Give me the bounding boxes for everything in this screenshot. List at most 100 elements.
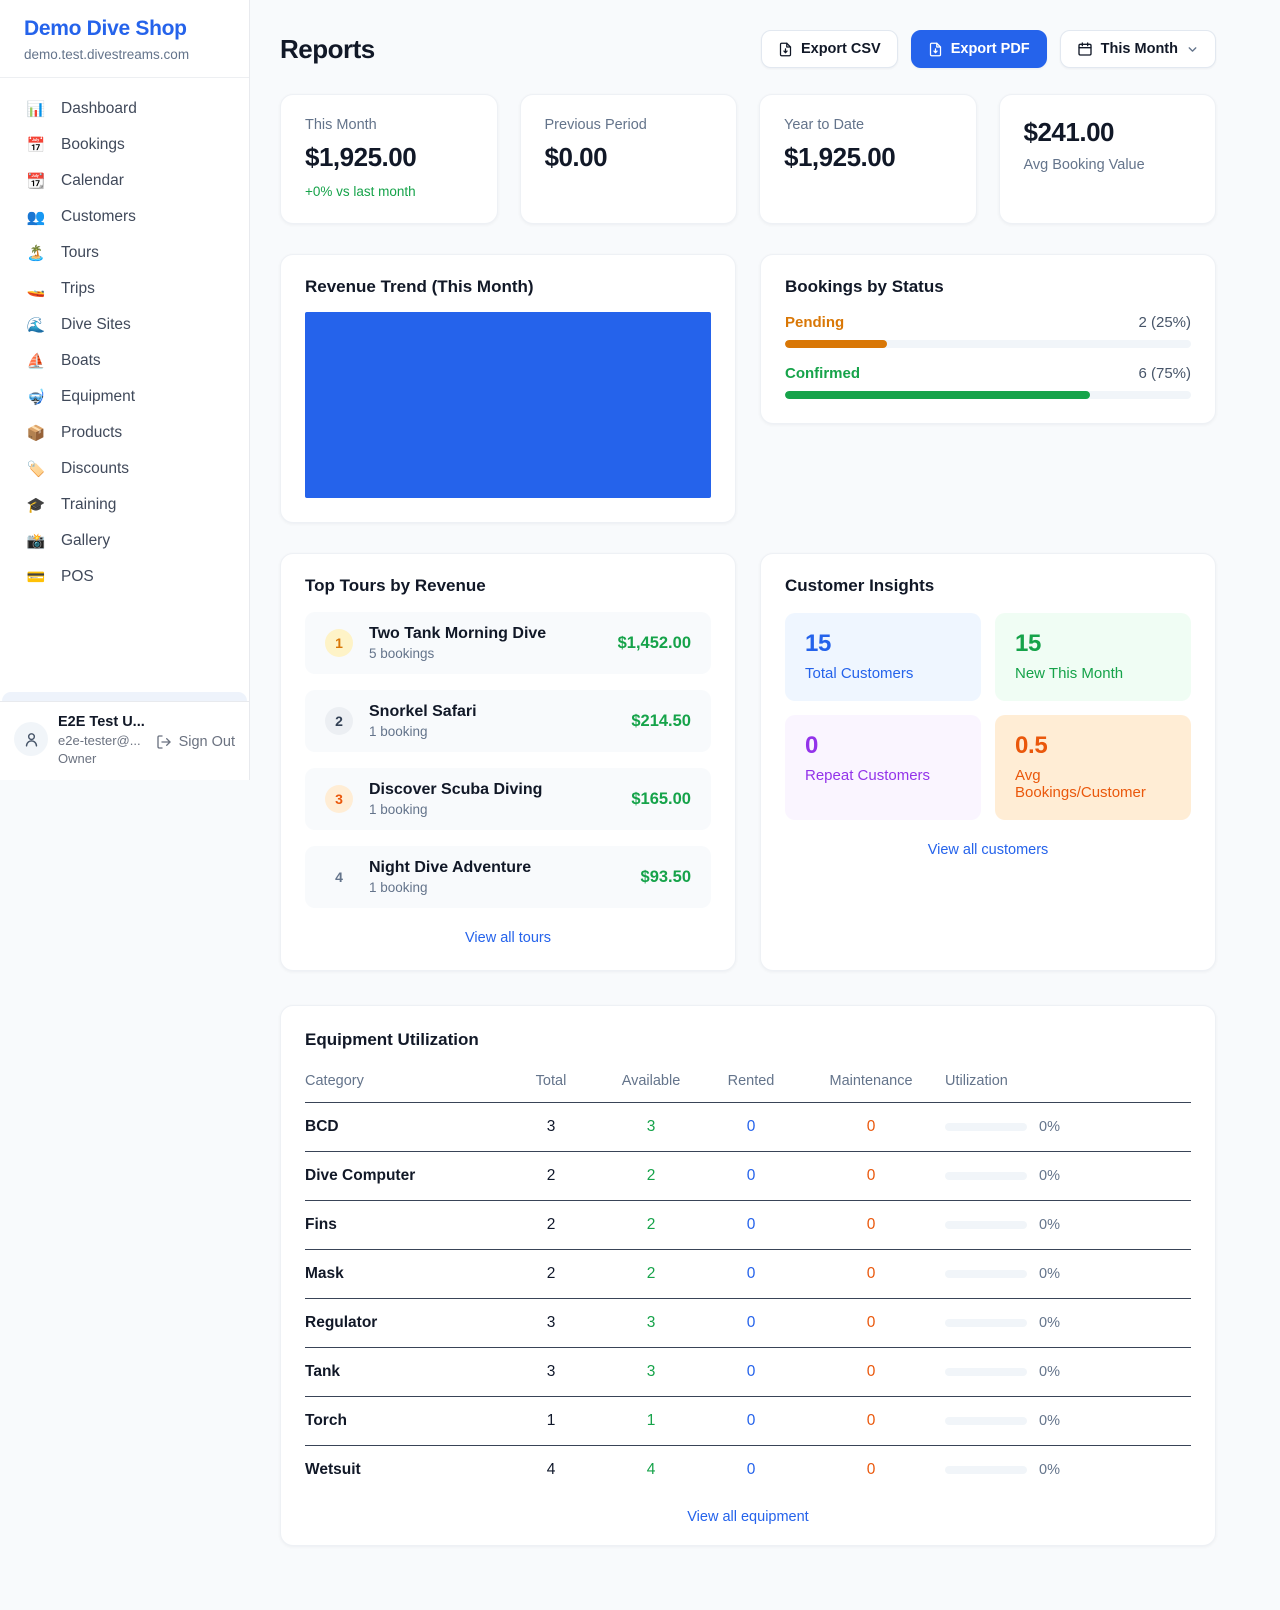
calendar-icon: 📆	[26, 173, 46, 190]
tour-name: Two Tank Morning Dive	[369, 625, 547, 642]
utilization-percent: 0%	[1039, 1266, 1060, 1282]
tour-rank-badge: 3	[325, 785, 353, 813]
equipment-category: Torch	[305, 1396, 501, 1446]
col-category: Category	[305, 1067, 501, 1103]
user-name: E2E Test U...	[58, 714, 145, 730]
dive-sites-wave-icon: 🌊	[26, 317, 46, 334]
sidebar-item-tours[interactable]: 🏝️ Tours	[12, 235, 237, 271]
sidebar-item-calendar[interactable]: 📆 Calendar	[12, 163, 237, 199]
export-csv-button[interactable]: Export CSV	[760, 30, 898, 68]
utilization-bar	[945, 1172, 1027, 1180]
insight-tile: 0.5 Avg Bookings/Customer	[995, 715, 1191, 820]
insight-label: Total Customers	[805, 665, 914, 682]
equipment-rented: 0	[701, 1200, 801, 1250]
sidebar-item-dive-sites[interactable]: 🌊 Dive Sites	[12, 307, 237, 343]
customers-people-icon: 👥	[26, 209, 46, 226]
sidebar-item-products[interactable]: 📦 Products	[12, 415, 237, 451]
user-section: E2E Test U... e2e-tester@... Owner Sign …	[0, 701, 249, 780]
insight-label: Repeat Customers	[805, 767, 931, 784]
equipment-available: 2	[601, 1249, 701, 1299]
export-pdf-button[interactable]: Export PDF	[910, 30, 1047, 68]
col-utilization: Utilization	[941, 1067, 1191, 1103]
tour-rank-badge: 1	[325, 629, 353, 657]
equipment-maintenance: 0	[801, 1102, 941, 1152]
sidebar-item-boats[interactable]: ⛵ Boats	[12, 343, 237, 379]
sidebar-item-equipment[interactable]: 🤿 Equipment	[12, 379, 237, 415]
sidebar-item-discounts[interactable]: 🏷️ Discounts	[12, 451, 237, 487]
user-email: e2e-tester@...	[58, 733, 141, 748]
utilization-percent: 0%	[1039, 1168, 1060, 1184]
utilization-percent: 0%	[1039, 1217, 1060, 1233]
equipment-available: 2	[601, 1200, 701, 1250]
equipment-category: BCD	[305, 1102, 501, 1152]
equipment-available: 3	[601, 1347, 701, 1397]
equipment-available: 4	[646, 1461, 656, 1478]
equipment-total: 3	[501, 1347, 601, 1397]
equipment-maintenance: 0	[801, 1298, 941, 1348]
sidebar-item-trips[interactable]: 🚤 Trips	[12, 271, 237, 307]
stat-label: Previous Period	[544, 117, 647, 133]
equipment-total: 3	[501, 1102, 601, 1152]
discounts-tag-icon: 🏷️	[26, 461, 46, 478]
status-row: Pending 2 (25%)	[785, 314, 1191, 348]
tour-name: Night Dive Adventure	[369, 859, 532, 876]
utilization-cell: 0%	[945, 1462, 1191, 1478]
view-all-customers-link[interactable]: View all customers	[927, 842, 1049, 858]
sidebar-item-training[interactable]: 🎓 Training	[12, 487, 237, 523]
nav-item-partial-active[interactable]	[2, 692, 247, 701]
tour-row[interactable]: 4 Night Dive Adventure 1 booking $93.50	[305, 846, 711, 908]
export-pdf-label: Export PDF	[950, 41, 1030, 57]
chevron-down-icon	[1188, 46, 1197, 52]
equipment-rented: 0	[701, 1298, 801, 1348]
insight-value: 0	[805, 732, 819, 759]
revenue-trend-title: Revenue Trend (This Month)	[305, 277, 534, 296]
equipment-maintenance: 0	[801, 1396, 941, 1446]
calendar-icon	[1078, 42, 1092, 56]
view-all-tours-link[interactable]: View all tours	[465, 930, 551, 946]
utilization-bar	[945, 1221, 1027, 1229]
sidebar-item-dashboard[interactable]: 📊 Dashboard	[12, 91, 237, 127]
utilization-percent: 0%	[1039, 1462, 1060, 1478]
tour-row[interactable]: 2 Snorkel Safari 1 booking $214.50	[305, 690, 711, 752]
sidebar-item-customers[interactable]: 👥 Customers	[12, 199, 237, 235]
top-tours-card: Top Tours by Revenue 1 Two Tank Morning …	[280, 553, 736, 971]
equipment-rented: 0	[701, 1347, 801, 1397]
shop-domain: demo.test.divestreams.com	[24, 47, 190, 62]
sidebar-nav: 📊 Dashboard 📅 Bookings 📆 Calendar 👥 Cust…	[0, 78, 249, 689]
nav-item-label: Calendar	[61, 172, 124, 189]
sidebar-item-bookings[interactable]: 📅 Bookings	[12, 127, 237, 163]
tour-name: Snorkel Safari	[369, 703, 477, 720]
equipment-maintenance: 0	[801, 1347, 941, 1397]
sidebar-item-gallery[interactable]: 📸 Gallery	[12, 523, 237, 559]
stat-label: This Month	[305, 117, 377, 133]
nav-item-label: Trips	[61, 280, 95, 297]
stat-card: Previous Period $0.00	[519, 94, 737, 224]
status-progress-track	[785, 391, 1191, 399]
status-progress-track	[785, 340, 1191, 348]
tour-row[interactable]: 3 Discover Scuba Diving 1 booking $165.0…	[305, 768, 711, 830]
stat-value: $241.00	[1023, 117, 1115, 147]
sign-out-button[interactable]: Sign Out	[156, 734, 235, 750]
tour-bookings: 1 booking	[369, 724, 428, 739]
stat-card: $241.00 Avg Booking Value	[998, 94, 1216, 224]
sign-out-icon	[156, 735, 171, 749]
nav-item-label: Dive Sites	[61, 316, 131, 333]
equipment-rented: 0	[701, 1249, 801, 1299]
equipment-mask-icon: 🤿	[26, 389, 46, 406]
tour-row[interactable]: 1 Two Tank Morning Dive 5 bookings $1,45…	[305, 612, 711, 674]
utilization-bar	[945, 1417, 1027, 1425]
sidebar-item-pos[interactable]: 💳 POS	[12, 559, 237, 595]
view-all-equipment-link[interactable]: View all equipment	[687, 1509, 809, 1525]
equipment-total: 2	[501, 1249, 601, 1299]
tour-bookings: 5 bookings	[369, 646, 435, 661]
export-csv-label: Export CSV	[800, 41, 881, 57]
sidebar: Demo Dive Shop demo.test.divestreams.com…	[0, 0, 250, 780]
utilization-bar	[945, 1123, 1027, 1131]
period-selector[interactable]: This Month	[1059, 30, 1216, 68]
file-download-icon	[779, 42, 792, 56]
file-download-icon	[929, 42, 941, 56]
utilization-cell: 0%	[945, 1168, 1191, 1184]
top-tours-title: Top Tours by Revenue	[305, 576, 486, 595]
utilization-cell: 0%	[945, 1266, 1191, 1282]
charts-row: Revenue Trend (This Month) Bookings by S…	[280, 254, 1216, 523]
